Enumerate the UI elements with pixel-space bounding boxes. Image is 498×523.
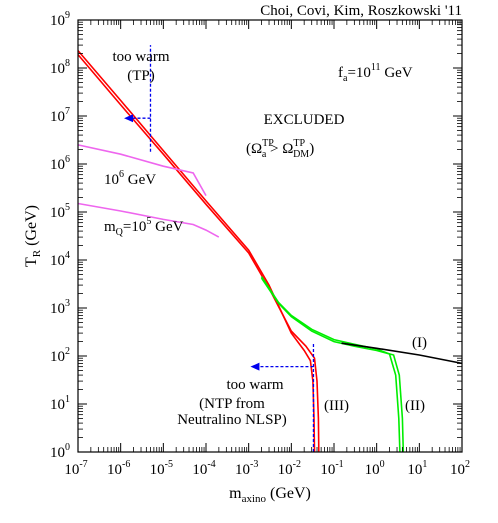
excluded-label: EXCLUDED: [264, 112, 345, 128]
marker-arrow-head-1: [124, 114, 134, 123]
plot-curves: [77, 50, 463, 453]
mq-annotation: mQ=105 GeV: [104, 216, 184, 238]
series-line-4: [260, 277, 405, 453]
x-tick-label: 10-6: [107, 459, 130, 478]
x-axis-title: maxino (GeV): [229, 485, 311, 505]
fa-annotation: fa=1011 GeV: [338, 62, 413, 84]
too-warm-ntp-line3: Neutralino NLSP): [177, 412, 287, 428]
y-tick-label: 108: [50, 58, 70, 77]
y-tick-label: 105: [50, 202, 70, 221]
y-tick-label: 100: [50, 442, 70, 461]
curve-label-II: (II): [405, 398, 425, 414]
y-tick-label: 101: [50, 394, 70, 413]
curve-label-I: (I): [412, 335, 427, 351]
y-tick-label: 104: [50, 250, 70, 269]
y-axis-title: TR (GeV): [23, 205, 43, 267]
y-tick-label: 107: [50, 106, 70, 125]
x-tick-label: 10-7: [64, 459, 87, 478]
curve-label-III: (III): [324, 398, 349, 414]
y-tick-label: 106: [50, 154, 70, 173]
y-tick-label: 109: [50, 10, 70, 29]
x-tick-label: 10-3: [235, 459, 258, 478]
x-tick-label: 10-4: [192, 459, 215, 478]
series-line-6: [77, 144, 207, 196]
series-line-7: [77, 202, 220, 238]
x-tick-label: 10-1: [320, 459, 343, 478]
m6-annotation: 106 GeV: [104, 169, 156, 188]
plot-frame: [77, 19, 463, 453]
x-tick-label: 101: [407, 459, 427, 478]
x-tick-label: 102: [450, 459, 470, 478]
y-tick-label: 102: [50, 346, 70, 365]
x-tick-label: 100: [365, 459, 385, 478]
too-warm-tp-line1: too warm: [112, 49, 169, 65]
x-axis-ticks: 10-7 10-6 10-5 10-4 10-3 10-2 10-1 100 101 102: [64, 20, 470, 478]
too-warm-ntp-line2: (NTP from: [199, 396, 265, 412]
y-tick-label: 103: [50, 298, 70, 317]
y-axis-ticks: 100 101 102 103 104 105 106 107 108 109: [50, 10, 462, 461]
plot-markers: [124, 45, 315, 452]
x-tick-label: 10-2: [278, 459, 301, 478]
too-warm-ntp-line1: too warm: [226, 377, 283, 393]
series-line-2: [77, 54, 320, 453]
x-tick-label: 10-5: [150, 459, 173, 478]
omega-annotation: (ΩTP a > ΩTP DM): [246, 138, 314, 160]
series-line-5: [341, 342, 463, 365]
too-warm-tp-line2: (TP): [127, 68, 155, 84]
marker-arrow-head-2: [250, 362, 260, 371]
chart-credit: Choi, Covi, Kim, Roszkowski '11: [260, 3, 462, 19]
